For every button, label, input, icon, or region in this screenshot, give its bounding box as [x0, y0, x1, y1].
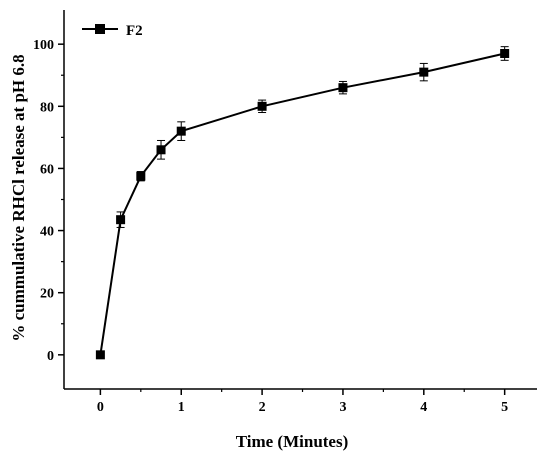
data-point — [257, 101, 267, 111]
data-point — [500, 48, 510, 58]
data-point — [116, 215, 126, 225]
x-tick-label: 1 — [178, 400, 185, 415]
legend: F2 — [82, 23, 143, 39]
series-line — [99, 52, 505, 355]
data-point — [156, 145, 166, 155]
data-point — [95, 350, 105, 360]
series-F2 — [95, 46, 510, 360]
y-tick-label: 20 — [40, 287, 54, 302]
x-axis-label: Time (Minutes) — [236, 432, 349, 451]
y-tick-label: 80 — [40, 100, 54, 115]
data-point — [176, 126, 186, 136]
data-point — [419, 67, 429, 77]
legend-label: F2 — [126, 23, 143, 39]
y-axis-label: % cummulative RHCl release at pH 6.8 — [9, 54, 28, 341]
x-tick-label: 5 — [501, 400, 508, 415]
axes: 0 20 40 60 80 100 0 1 2 3 4 5 — [33, 10, 537, 415]
y-tick-label: 0 — [47, 349, 54, 364]
x-tick-label: 4 — [420, 400, 427, 415]
legend-marker — [95, 24, 105, 34]
y-tick-label: 60 — [40, 162, 54, 177]
y-tick-label: 40 — [40, 225, 54, 240]
y-tick-label: 100 — [33, 38, 54, 53]
data-point — [338, 83, 348, 93]
x-tick-label: 0 — [97, 400, 104, 415]
x-tick-label: 3 — [339, 400, 346, 415]
x-tick-label: 2 — [259, 400, 266, 415]
data-point — [136, 171, 146, 181]
